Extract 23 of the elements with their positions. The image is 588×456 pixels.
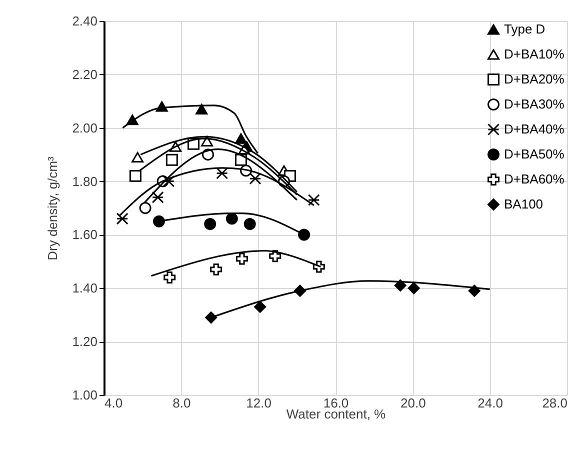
legend-label: D+BA60% (504, 172, 565, 186)
x-tick-label: 8.0 (172, 396, 191, 410)
y-tick-label: 2.40 (72, 14, 98, 28)
y-tick-label: 2.20 (72, 66, 98, 82)
x-tick-label: 20.0 (400, 396, 426, 410)
x-tick-label: 28.0 (542, 396, 568, 410)
y-axis-title: Dry density, g/cm³ (45, 156, 60, 260)
y-tick-label: 1.80 (72, 174, 98, 189)
y-tick-label: 2.00 (72, 120, 98, 136)
y-tick-label: 1.40 (72, 280, 98, 296)
y-tick-label: 1.20 (72, 334, 98, 350)
y-tick-label: 1.00 (72, 388, 98, 402)
legend-label: D+BA30% (504, 96, 565, 112)
x-tick-label: 24.0 (478, 396, 503, 410)
y-tick-label: 1.60 (72, 227, 98, 242)
x-tick-label: 4.0 (104, 396, 123, 410)
legend-label: D+BA20% (504, 72, 565, 86)
legend-label: D+BA50% (504, 146, 565, 162)
legend-label: D+BA40% (504, 122, 565, 136)
x-tick-label: 12.0 (246, 396, 272, 410)
legend-label: D+BA10% (504, 46, 565, 62)
legend-label: Type D (504, 22, 546, 36)
legend-label: BA100 (504, 196, 544, 212)
